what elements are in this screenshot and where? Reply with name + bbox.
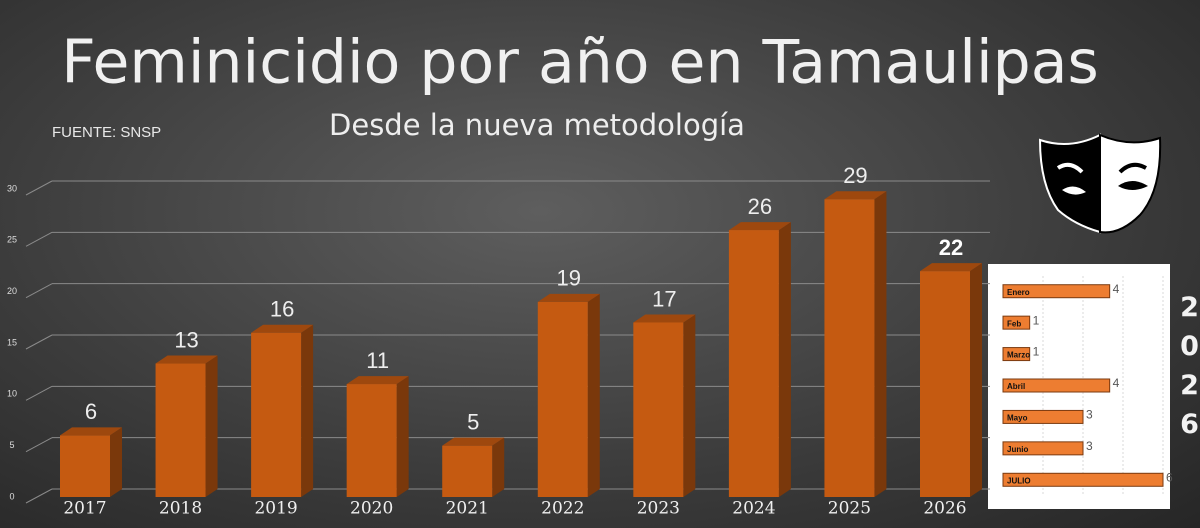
inset-value: 3 [1086, 408, 1093, 422]
inset-year: 2026 [1174, 292, 1200, 448]
value-label: 19 [557, 266, 581, 291]
bar [920, 271, 970, 497]
bar-side [492, 437, 505, 497]
grid-line-slant [25, 437, 53, 453]
inset-bar [1002, 441, 1084, 456]
bar [728, 230, 779, 498]
inset-category: JULIO [1007, 476, 1031, 485]
x-tick-label: 2026 [923, 499, 966, 519]
inset-category: Enero [1007, 288, 1030, 297]
grid-line-slant [25, 385, 53, 401]
bar-top [728, 222, 791, 231]
bar-top [633, 314, 696, 323]
bar-side [301, 324, 314, 497]
grid-line-slant [25, 334, 53, 350]
inset-category: Mayo [1007, 414, 1028, 423]
x-tick-label: 2025 [828, 499, 871, 519]
bar-top [442, 437, 505, 446]
inset-value: 1 [1033, 313, 1040, 327]
grid-line-slant [25, 488, 53, 504]
bar [60, 435, 110, 497]
y-tick-label: 5 [9, 440, 14, 450]
inset-value: 4 [1113, 282, 1120, 296]
value-label: 17 [652, 286, 676, 311]
source: FUENTE: SNSP [52, 124, 161, 141]
inset-value: 4 [1113, 376, 1120, 390]
bar [251, 332, 302, 497]
bar-side [110, 427, 122, 497]
bar-side [970, 263, 982, 497]
x-tick-label: 2020 [350, 499, 393, 519]
y-tick-label: 25 [7, 235, 17, 245]
bar [633, 322, 684, 497]
inset-value: 6 [1166, 470, 1173, 484]
bar-top [537, 293, 600, 302]
x-tick-label: 2021 [446, 499, 489, 519]
bar-top [920, 263, 982, 272]
value-label: 6 [85, 399, 97, 424]
value-label: 29 [843, 163, 867, 188]
inset-category: Marzo [1007, 351, 1030, 360]
inset-value: 1 [1033, 345, 1040, 359]
inset-bar [1002, 347, 1031, 362]
bar [442, 445, 493, 497]
x-tick-label: 2024 [732, 499, 775, 519]
inset-value: 3 [1086, 439, 1093, 453]
bar [824, 199, 875, 497]
x-tick-label: 2019 [254, 499, 297, 519]
bar-top [824, 191, 887, 200]
value-label: 5 [467, 409, 479, 434]
grid-line-slant [25, 180, 53, 196]
x-tick-label: 2022 [541, 499, 584, 519]
bar-side [587, 293, 600, 497]
inset-bar [1002, 378, 1111, 393]
bar [155, 363, 206, 497]
bar-top [60, 427, 122, 436]
x-tick-label: 2018 [159, 499, 202, 519]
mask-icon [1038, 133, 1162, 234]
inset-category: Abril [1007, 382, 1025, 391]
value-label: 26 [748, 194, 772, 219]
y-tick-label: 10 [7, 389, 17, 399]
bar-top [251, 324, 314, 333]
bar [346, 384, 397, 497]
inset-bar [1002, 315, 1031, 330]
value-label: 22 [939, 235, 963, 260]
bar-side [205, 355, 218, 497]
grid-line-slant [25, 231, 53, 247]
value-label: 16 [270, 297, 294, 322]
inset-category: Feb [1007, 319, 1021, 328]
value-label: 13 [174, 327, 198, 352]
bar-side [683, 314, 696, 497]
chart-title: Feminicidio por año en Tamaulipas [61, 28, 1098, 98]
inset-bar [1002, 284, 1111, 299]
grid-line-slant [25, 283, 53, 299]
bar-side [396, 376, 409, 497]
bar-top [155, 355, 218, 364]
bar-top [346, 376, 409, 385]
inset-bar [1002, 409, 1084, 424]
inset-category: Junio [1007, 445, 1028, 454]
y-tick-label: 15 [7, 337, 17, 347]
x-tick-label: 2023 [637, 499, 680, 519]
y-tick-label: 20 [7, 286, 17, 296]
chart-subtitle: Desde la nueva metodología [329, 108, 745, 142]
bar-side [778, 222, 791, 498]
inset-bar [1002, 472, 1164, 487]
y-tick-label: 30 [7, 183, 17, 193]
x-tick-label: 2017 [63, 499, 106, 519]
y-tick-label: 0 [9, 491, 14, 501]
bar [537, 301, 588, 497]
bar-side [874, 191, 887, 497]
value-label: 11 [366, 348, 389, 373]
